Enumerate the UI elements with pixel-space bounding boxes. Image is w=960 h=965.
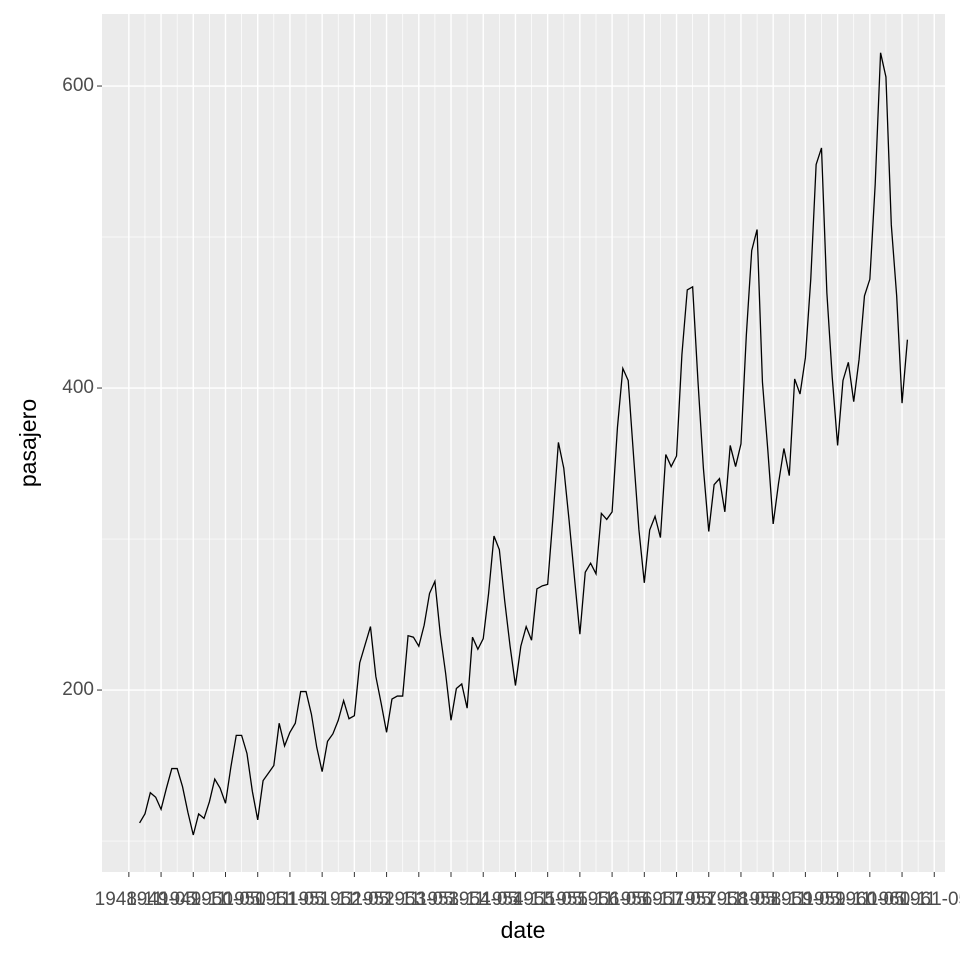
x-tick-label: 1952-05 bbox=[319, 889, 389, 910]
x-tick-label: 1951-11 bbox=[288, 889, 356, 910]
x-tick-label: 1960-05 bbox=[835, 889, 905, 910]
x-tick-label: 1955-11 bbox=[546, 889, 614, 910]
x-tick-label: 1953-11 bbox=[417, 889, 485, 910]
x-tick-label: 1950-11 bbox=[224, 889, 292, 910]
x-tick-label: 1957-05 bbox=[642, 889, 712, 910]
y-axis-title: pasajero bbox=[15, 399, 41, 487]
x-tick-label: 1956-11 bbox=[610, 889, 678, 910]
x-tick-label: 1952-11 bbox=[352, 889, 420, 910]
x-tick-label: 1955-05 bbox=[513, 889, 583, 910]
x-tick-label: 1954-05 bbox=[448, 889, 518, 910]
y-tick-label: 600 bbox=[62, 75, 94, 96]
x-tick-label: 1956-05 bbox=[577, 889, 647, 910]
x-tick-label: 1954-11 bbox=[481, 889, 549, 910]
x-tick-label: 1948-11 bbox=[95, 889, 163, 910]
x-tick-label: 1960-11 bbox=[868, 889, 936, 910]
x-tick-label: 1953-05 bbox=[384, 889, 454, 910]
x-tick-label: 1958-05 bbox=[706, 889, 776, 910]
x-tick-label: 1959-05 bbox=[771, 889, 841, 910]
x-tick-label: 1950-05 bbox=[191, 889, 261, 910]
x-tick-label: 1951-05 bbox=[255, 889, 325, 910]
x-tick-label: 1949-05 bbox=[126, 889, 196, 910]
x-tick-label: 1949-11 bbox=[159, 889, 227, 910]
line-series bbox=[139, 52, 909, 836]
y-tick-label: 200 bbox=[62, 679, 94, 700]
panel bbox=[102, 14, 945, 872]
x-axis-title: date bbox=[501, 917, 546, 943]
x-tick-label: 1961-05 bbox=[899, 889, 960, 910]
y-tick-label: 400 bbox=[62, 377, 94, 398]
x-tick-label: 1958-11 bbox=[739, 889, 807, 910]
x-tick-label: 1957-11 bbox=[675, 889, 743, 910]
x-tick-label: 1959-11 bbox=[803, 889, 871, 910]
